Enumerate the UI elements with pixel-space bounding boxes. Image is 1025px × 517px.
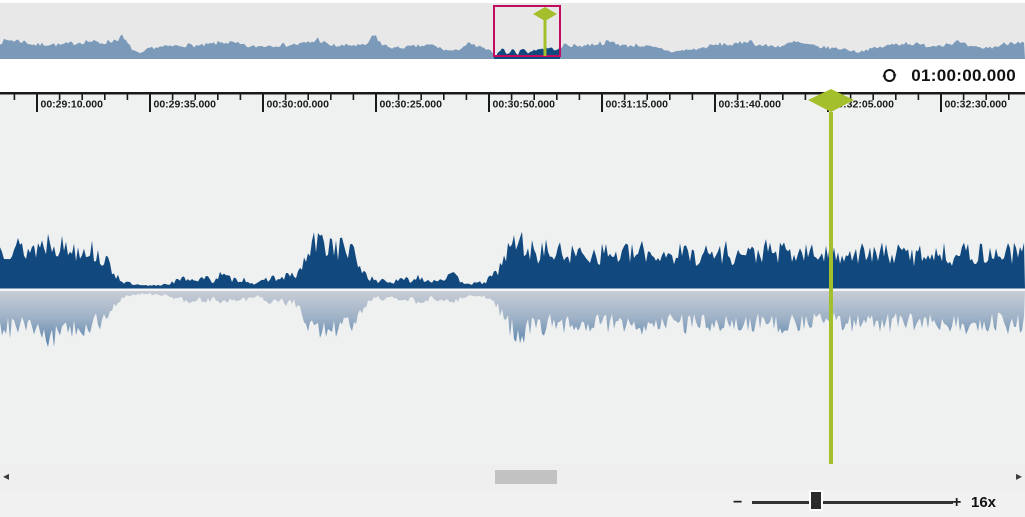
ruler-tick-label: 00:30:25.000 — [380, 99, 443, 111]
ruler-tick-label: 00:32:30.000 — [945, 99, 1008, 111]
overview-minimap[interactable] — [0, 0, 1025, 59]
timeline-ruler[interactable]: 00:29:10.000 00:29:35.000 00:30:00.000 00:3… — [0, 92, 1025, 118]
overview-playhead-marker[interactable] — [533, 7, 557, 21]
ruler-tick-label: 00:31:15.000 — [606, 99, 669, 111]
waveform-panel: 00:29:10.000 00:29:35.000 00:30:00.000 00:3… — [0, 89, 1025, 464]
ruler-tick-label: 00:29:35.000 — [154, 99, 217, 111]
refresh-icon — [882, 69, 897, 82]
scrollbar-thumb[interactable] — [495, 470, 557, 484]
ruler-tick-label: 00:30:00.000 — [267, 99, 330, 111]
waveform-canvas[interactable] — [0, 92, 1025, 464]
status-bar: − + 16x — [0, 490, 1025, 517]
horizontal-scrollbar[interactable]: ◂ ▸ — [0, 464, 1025, 490]
selection-rectangle[interactable] — [493, 5, 561, 57]
ruler-tick-label: 00:31:40.000 — [719, 99, 782, 111]
zoom-slider[interactable] — [752, 501, 953, 504]
toolbar: 01:00:00.000 — [0, 59, 1025, 92]
ruler-tick-label: 00:32:05.000 — [832, 99, 895, 111]
refresh-button[interactable] — [881, 67, 898, 85]
scroll-left-button[interactable]: ◂ — [3, 469, 10, 483]
scroll-right-button[interactable]: ▸ — [1015, 469, 1022, 483]
zoom-in-button[interactable]: + — [952, 493, 962, 511]
zoom-out-button[interactable]: − — [733, 493, 743, 511]
overview-waveform[interactable] — [0, 3, 1025, 59]
overview-playhead[interactable] — [543, 14, 547, 56]
zoom-level-label: 16x — [971, 494, 997, 511]
zoom-slider-handle[interactable] — [809, 490, 823, 511]
ruler-tick-label: 00:29:10.000 — [41, 99, 104, 111]
time-display: 01:00:00.000 — [911, 65, 1016, 85]
ruler-tick-label: 00:30:50.000 — [493, 99, 556, 111]
